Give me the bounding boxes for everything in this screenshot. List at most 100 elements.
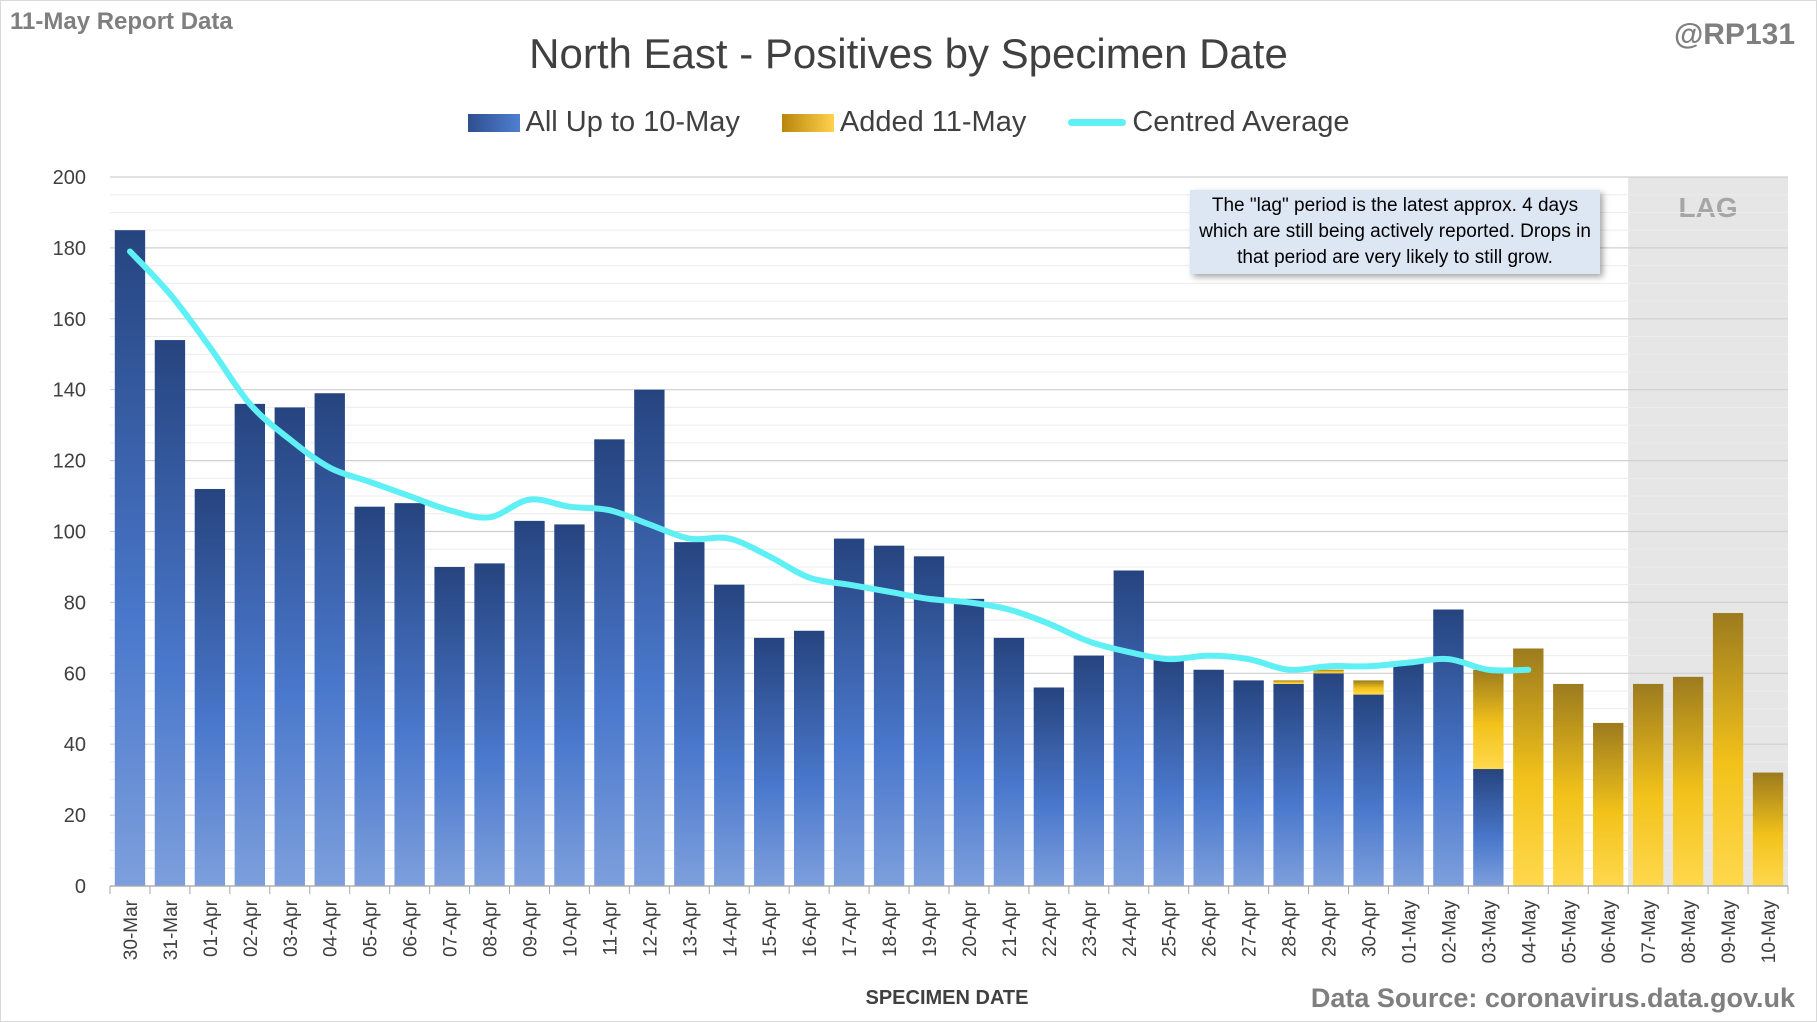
bar-all-up-to-10-may <box>154 340 186 886</box>
x-tick-label: 30-Apr <box>1360 899 1381 957</box>
report-date-label: 11-May Report Data <box>10 8 233 35</box>
legend-swatch-gold <box>781 113 834 132</box>
x-tick-label: 10-Apr <box>560 899 581 957</box>
bar-all-up-to-10-may <box>1473 769 1504 886</box>
bar-all-up-to-10-may <box>554 524 585 886</box>
legend-label-added: Added 11-May <box>839 106 1027 138</box>
bar-all-up-to-10-may <box>674 542 705 886</box>
bar-all-up-to-10-may <box>434 566 465 886</box>
x-tick-label: 07-May <box>1639 900 1660 964</box>
x-tick-label: 03-May <box>1479 900 1500 964</box>
bar-all-up-to-10-may <box>1393 662 1424 886</box>
legend-item-centred-average: Centred Average <box>1068 106 1349 139</box>
x-tick-label: 01-Apr <box>201 899 222 957</box>
x-tick-label: 05-Apr <box>361 899 382 957</box>
x-tick-label: 14-Apr <box>720 899 741 957</box>
bar-all-up-to-10-may <box>1353 694 1384 886</box>
bar-all-up-to-10-may <box>194 488 226 886</box>
author-handle: @RP131 <box>1674 18 1795 51</box>
x-tick-label: 22-Apr <box>1040 899 1061 957</box>
x-tick-label: 06-Apr <box>401 899 422 957</box>
legend-label-all-up-to: All Up to 10-May <box>525 106 740 138</box>
bar-all-up-to-10-may <box>274 407 305 886</box>
bar-added-11-may <box>1313 669 1344 674</box>
bar-all-up-to-10-may <box>913 556 945 886</box>
bar-all-up-to-10-may <box>1153 659 1184 886</box>
y-tick-label: 100 <box>53 522 86 544</box>
x-tick-label: 13-Apr <box>680 899 701 957</box>
x-tick-label: 05-May <box>1559 900 1580 964</box>
x-tick-label: 03-Apr <box>281 899 302 957</box>
x-tick-label: 17-Apr <box>840 899 861 957</box>
bar-all-up-to-10-may <box>114 230 146 887</box>
x-tick-label: 12-Apr <box>640 899 661 957</box>
lag-label: LAG <box>1679 192 1738 223</box>
bar-all-up-to-10-may <box>714 584 745 886</box>
chart-legend: All Up to 10-May Added 11-May Centred Av… <box>0 106 1817 139</box>
x-tick-label: 27-Apr <box>1240 899 1261 957</box>
bar-all-up-to-10-may <box>1233 680 1264 886</box>
x-tick-label: 24-Apr <box>1120 899 1141 957</box>
x-tick-label: 04-Apr <box>321 899 342 957</box>
bar-all-up-to-10-may <box>634 389 665 886</box>
x-tick-label: 01-May <box>1399 900 1420 964</box>
y-tick-label: 80 <box>64 592 86 614</box>
x-tick-label: 26-Apr <box>1200 899 1221 957</box>
x-axis-title: SPECIMEN DATE <box>866 987 1029 1009</box>
x-tick-label: 10-May <box>1759 900 1780 964</box>
bar-added-11-may <box>1593 722 1624 886</box>
bar-all-up-to-10-may <box>793 630 825 886</box>
x-tick-label: 30-Mar <box>121 899 142 960</box>
bar-all-up-to-10-may <box>833 538 865 886</box>
bar-added-11-may <box>1712 613 1744 886</box>
data-source: Data Source: coronavirus.data.gov.uk <box>1310 983 1795 1013</box>
legend-swatch-line <box>1068 119 1127 126</box>
bar-all-up-to-10-may <box>1033 687 1065 886</box>
bar-all-up-to-10-may <box>234 403 266 886</box>
lag-note: The "lag" period is the latest approx. 4… <box>1190 190 1600 274</box>
bar-added-11-may <box>1632 683 1664 886</box>
x-tick-label: 18-Apr <box>880 899 901 957</box>
bar-all-up-to-10-may <box>394 503 425 886</box>
y-tick-label: 20 <box>64 805 86 827</box>
centred-average-line <box>126 248 1532 674</box>
x-tick-label: 09-May <box>1719 900 1740 964</box>
y-tick-label: 40 <box>64 734 86 756</box>
x-tick-label: 07-Apr <box>441 899 462 957</box>
y-tick-label: 160 <box>53 309 86 331</box>
y-tick-label: 60 <box>64 663 86 685</box>
y-tick-label: 180 <box>53 238 86 260</box>
bar-all-up-to-10-may <box>953 598 985 886</box>
bar-all-up-to-10-may <box>993 637 1025 886</box>
legend-item-added: Added 11-May <box>781 106 1027 139</box>
x-tick-label: 15-Apr <box>760 899 781 957</box>
x-tick-label: 31-Mar <box>161 899 182 960</box>
x-tick-label: 11-Apr <box>600 899 621 955</box>
bar-added-11-may <box>1553 683 1584 886</box>
bar-all-up-to-10-may <box>1073 655 1105 886</box>
bar-added-11-may <box>1473 669 1504 770</box>
x-tick-label: 29-Apr <box>1320 899 1341 957</box>
bar-all-up-to-10-may <box>1113 570 1144 886</box>
bar-all-up-to-10-may <box>354 506 385 886</box>
bar-added-11-may <box>1672 676 1704 886</box>
bar-all-up-to-10-may <box>1433 609 1464 886</box>
x-tick-label: 04-May <box>1519 900 1540 964</box>
bar-all-up-to-10-may <box>1313 673 1344 886</box>
bar-all-up-to-10-may <box>514 520 545 886</box>
legend-item-all-up-to: All Up to 10-May <box>467 106 740 139</box>
x-tick-label: 02-Apr <box>241 899 262 957</box>
x-tick-label: 02-May <box>1439 900 1460 964</box>
bar-added-11-may <box>1752 772 1784 886</box>
x-tick-label: 25-Apr <box>1160 899 1181 957</box>
y-tick-label: 120 <box>53 451 86 473</box>
x-tick-label: 08-May <box>1679 900 1700 964</box>
bar-all-up-to-10-may <box>873 545 905 886</box>
x-tick-label: 21-Apr <box>1000 899 1021 957</box>
bar-all-up-to-10-may <box>754 637 785 886</box>
x-tick-label: 06-May <box>1599 900 1620 964</box>
x-tick-label: 09-Apr <box>521 899 542 957</box>
y-tick-label: 0 <box>75 876 86 898</box>
x-tick-label: 20-Apr <box>960 899 981 957</box>
